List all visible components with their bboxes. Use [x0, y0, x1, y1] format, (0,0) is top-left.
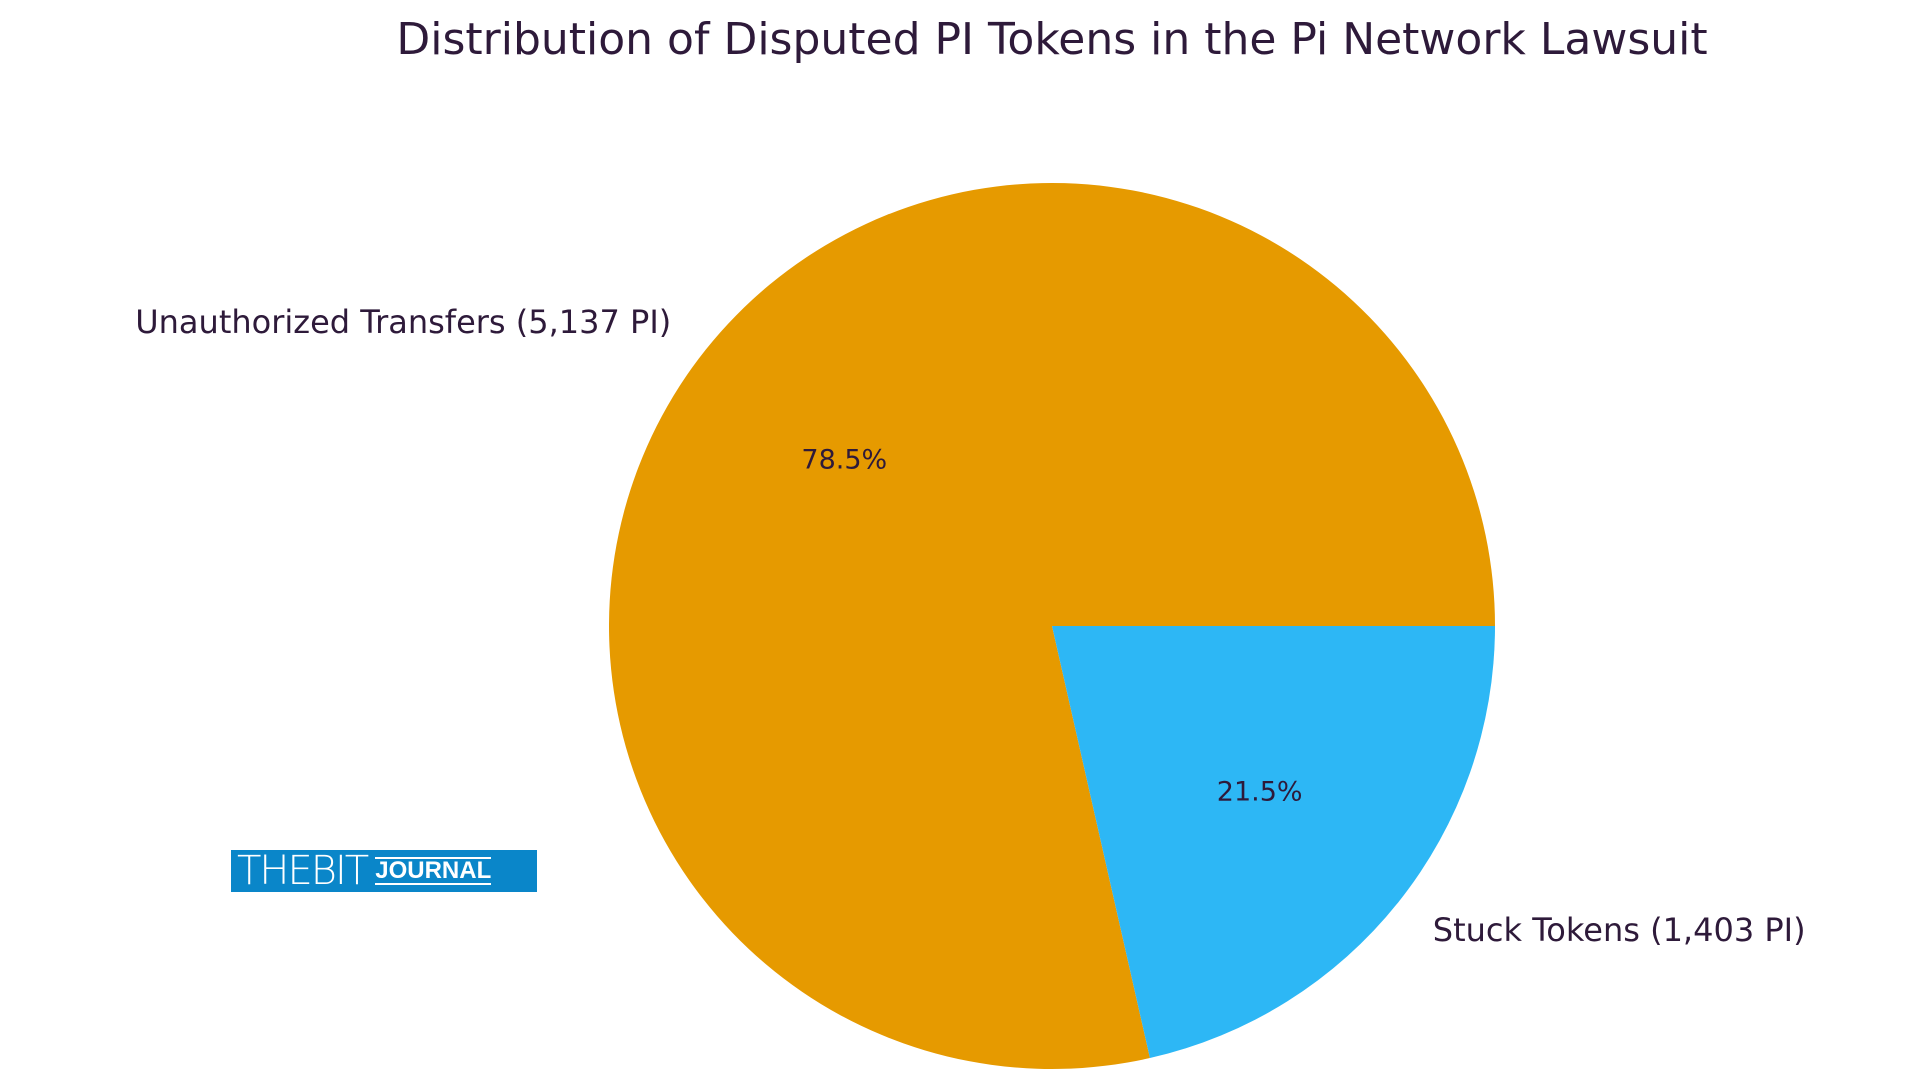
- logo-text-thebit: THEBIT: [237, 848, 369, 894]
- percent-label-0: 78.5%: [801, 445, 887, 476]
- percent-label-1: 21.5%: [1217, 776, 1303, 807]
- pie-slice-1: [1052, 626, 1495, 1059]
- chart-title: Distribution of Disputed PI Tokens in th…: [396, 14, 1708, 65]
- pie-slice-0: [609, 182, 1495, 1070]
- category-label-1: Stuck Tokens (1,403 PI): [1433, 911, 1806, 949]
- logo-text-journal: JOURNAL: [375, 857, 492, 885]
- thebit-journal-logo: THEBIT JOURNAL: [231, 850, 537, 892]
- category-label-0: Unauthorized Transfers (5,137 PI): [135, 303, 671, 341]
